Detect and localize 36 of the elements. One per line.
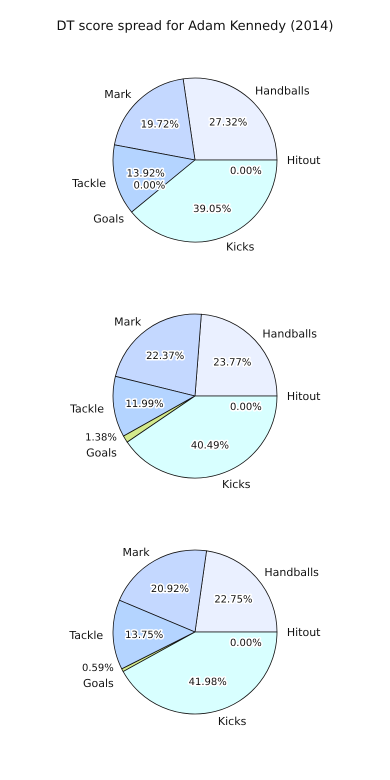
slice-label: Mark bbox=[122, 546, 150, 560]
data-label: 13.92% bbox=[126, 168, 165, 180]
text: 0.00% bbox=[230, 166, 262, 177]
data-label: 1.38% bbox=[85, 432, 117, 444]
data-label: 19.72% bbox=[140, 119, 179, 130]
data-label: 22.75% bbox=[214, 594, 252, 606]
slice-label: Goals bbox=[86, 446, 118, 460]
slice-label: Kicks bbox=[222, 478, 251, 491]
data-label: 27.32% bbox=[209, 118, 248, 129]
data-label: 0.59% bbox=[82, 662, 114, 674]
slice-label: Mark bbox=[104, 88, 132, 101]
slice-label: Kicks bbox=[218, 714, 247, 728]
data-label: 20.92% bbox=[150, 584, 189, 595]
data-label: 40.49% bbox=[190, 440, 230, 452]
data-label: 13.75% bbox=[125, 630, 164, 641]
slice-label: Goals bbox=[82, 676, 114, 690]
category-label: Hitout bbox=[286, 390, 320, 403]
data-label: 23.77% bbox=[213, 357, 252, 368]
slice-label: Tackle bbox=[69, 402, 104, 416]
data-label: 39.05% bbox=[193, 204, 232, 215]
category-label: Hitout bbox=[286, 154, 320, 167]
slice-label: Kicks bbox=[226, 240, 255, 254]
text: 0.00% bbox=[230, 638, 262, 649]
data-label: 22.37% bbox=[146, 350, 184, 362]
slice-label: Handballs bbox=[255, 84, 310, 98]
data-label: 11.99% bbox=[126, 398, 164, 410]
category-label: Hitout bbox=[286, 626, 320, 639]
slice-label: Tackle bbox=[71, 176, 106, 190]
slice-label: Mark bbox=[114, 316, 142, 329]
text: 0.00% bbox=[230, 402, 262, 413]
chart-title: DT score spread for Adam Kennedy (2014) bbox=[56, 19, 334, 34]
category-label: Goals bbox=[93, 212, 124, 226]
slice-label: Tackle bbox=[68, 629, 104, 642]
slice-label: Handballs bbox=[262, 328, 318, 341]
data-label: 41.98% bbox=[188, 677, 227, 688]
slice-label: Handballs bbox=[264, 566, 320, 579]
